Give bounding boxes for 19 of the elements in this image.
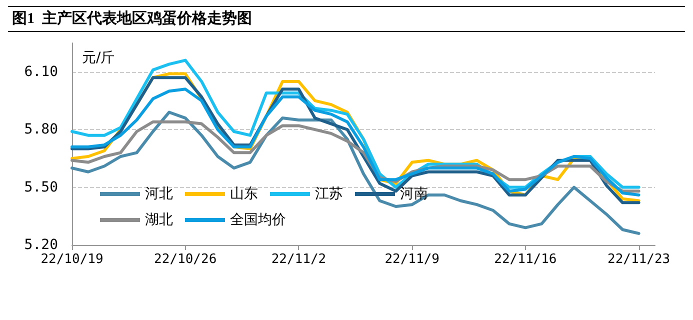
legend-label: 江苏 bbox=[315, 186, 343, 202]
x-tick-label: 22/10/26 bbox=[154, 252, 217, 267]
legend-label: 河北 bbox=[145, 186, 173, 202]
y-tick-label: 5.20 bbox=[24, 237, 58, 253]
x-tick-label: 22/11/9 bbox=[384, 252, 440, 267]
legend-label: 湖北 bbox=[145, 212, 173, 228]
x-tick-label: 22/10/19 bbox=[40, 252, 104, 267]
legend-label: 全国均价 bbox=[230, 212, 286, 228]
y-axis-title: 元/斤 bbox=[82, 50, 115, 66]
x-tick-label: 22/11/23 bbox=[607, 252, 670, 267]
y-tick-label: 5.50 bbox=[24, 179, 58, 196]
line-series bbox=[70, 110, 640, 235]
x-tick-label: 22/11/2 bbox=[271, 252, 326, 267]
chart-title: 图1 主产区代表地区鸡蛋价格走势图 bbox=[8, 6, 685, 32]
legend-label: 山东 bbox=[230, 186, 258, 202]
y-tick-label: 6.10 bbox=[24, 64, 58, 80]
y-tick-label: 5.80 bbox=[24, 122, 58, 138]
legend-label: 河南 bbox=[400, 186, 428, 202]
x-tick-label: 22/11/16 bbox=[494, 252, 557, 267]
